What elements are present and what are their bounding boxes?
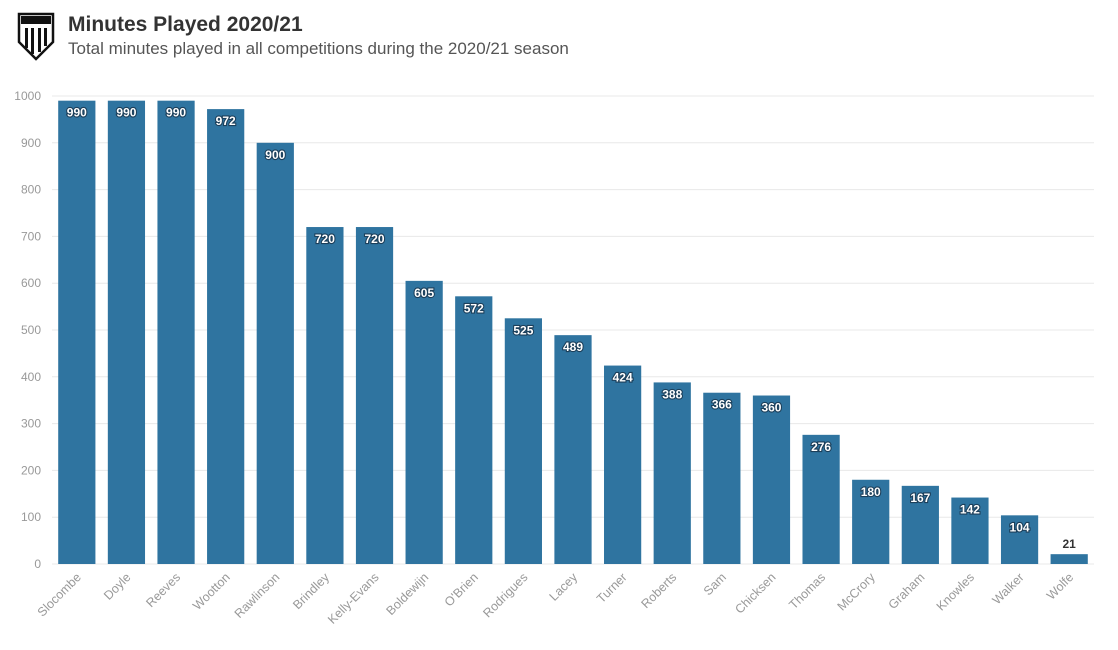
y-tick-label: 400 bbox=[21, 370, 41, 384]
y-tick-label: 700 bbox=[21, 229, 41, 243]
x-tick-label: Lacey bbox=[547, 570, 581, 604]
x-tick-label: Roberts bbox=[639, 570, 680, 611]
bar bbox=[207, 109, 245, 564]
bar bbox=[504, 318, 542, 564]
data-label: 489 bbox=[563, 340, 583, 354]
bar bbox=[1050, 554, 1088, 564]
bar bbox=[901, 485, 939, 564]
bar bbox=[951, 497, 989, 564]
x-tick-label: Walker bbox=[990, 570, 1027, 607]
y-tick-label: 0 bbox=[34, 557, 41, 571]
data-label: 972 bbox=[216, 114, 236, 128]
y-tick-label: 800 bbox=[21, 183, 41, 197]
data-label: 388 bbox=[662, 387, 682, 401]
bar bbox=[355, 227, 394, 565]
x-tick-label: Wolfe bbox=[1044, 570, 1076, 602]
data-label: 525 bbox=[513, 323, 533, 337]
bar bbox=[455, 296, 493, 564]
x-tick-label: O'Brien bbox=[442, 570, 481, 609]
x-tick-label: Chicksen bbox=[732, 570, 778, 616]
x-tick-label: Kelly-Evans bbox=[325, 570, 382, 627]
bar bbox=[1000, 515, 1039, 564]
club-crest-icon bbox=[17, 12, 55, 61]
x-tick-label: Slocombe bbox=[35, 570, 84, 619]
bar bbox=[554, 335, 592, 564]
data-label: 900 bbox=[265, 148, 285, 162]
y-tick-label: 600 bbox=[21, 276, 41, 290]
data-label: 180 bbox=[861, 485, 881, 499]
x-tick-label: Reeves bbox=[143, 570, 183, 610]
data-label: 104 bbox=[1010, 520, 1030, 534]
data-label: 167 bbox=[910, 491, 930, 505]
data-label: 605 bbox=[414, 286, 434, 300]
x-tick-label: Sam bbox=[701, 570, 729, 598]
data-label: 990 bbox=[67, 106, 87, 120]
bar bbox=[852, 479, 890, 564]
y-tick-label: 1000 bbox=[14, 89, 41, 103]
data-label: 572 bbox=[464, 301, 484, 315]
x-tick-label: Boldewijn bbox=[384, 570, 432, 618]
y-tick-label: 100 bbox=[21, 510, 41, 524]
x-tick-label: Wootton bbox=[190, 570, 233, 613]
data-label: 720 bbox=[315, 232, 335, 246]
data-label: 720 bbox=[365, 232, 385, 246]
bar bbox=[306, 227, 344, 565]
y-tick-label: 200 bbox=[21, 463, 41, 477]
data-label: 366 bbox=[712, 398, 732, 412]
data-label: 424 bbox=[613, 371, 633, 385]
y-tick-label: 500 bbox=[21, 323, 41, 337]
bar bbox=[604, 365, 642, 564]
x-tick-label: Graham bbox=[886, 570, 928, 612]
x-tick-label: Thomas bbox=[786, 570, 828, 612]
data-label: 21 bbox=[1063, 537, 1077, 551]
bar bbox=[703, 392, 741, 564]
bar bbox=[256, 142, 294, 565]
y-tick-label: 300 bbox=[21, 417, 41, 431]
y-tick-label: 900 bbox=[21, 136, 41, 150]
x-tick-label: Knowles bbox=[934, 570, 977, 613]
data-label: 990 bbox=[116, 106, 136, 120]
x-tick-label: Turner bbox=[594, 570, 630, 606]
x-tick-label: Brindley bbox=[290, 570, 332, 612]
data-label: 990 bbox=[166, 106, 186, 120]
bar bbox=[58, 100, 96, 565]
data-label: 142 bbox=[960, 503, 980, 517]
bar bbox=[157, 100, 195, 565]
chart-title: Minutes Played 2020/21 bbox=[68, 13, 303, 36]
bar bbox=[752, 395, 791, 564]
x-tick-label: McCrory bbox=[835, 570, 879, 614]
x-tick-label: Doyle bbox=[101, 570, 134, 603]
x-tick-label: Rodrigues bbox=[480, 570, 530, 620]
bar bbox=[107, 100, 146, 565]
x-tick-label: Rawlinson bbox=[232, 570, 283, 621]
chart-subtitle: Total minutes played in all competitions… bbox=[68, 39, 569, 58]
data-label: 360 bbox=[761, 401, 781, 415]
bar bbox=[653, 382, 691, 564]
bar bbox=[405, 280, 443, 564]
bar bbox=[802, 434, 840, 564]
data-label: 276 bbox=[811, 440, 831, 454]
